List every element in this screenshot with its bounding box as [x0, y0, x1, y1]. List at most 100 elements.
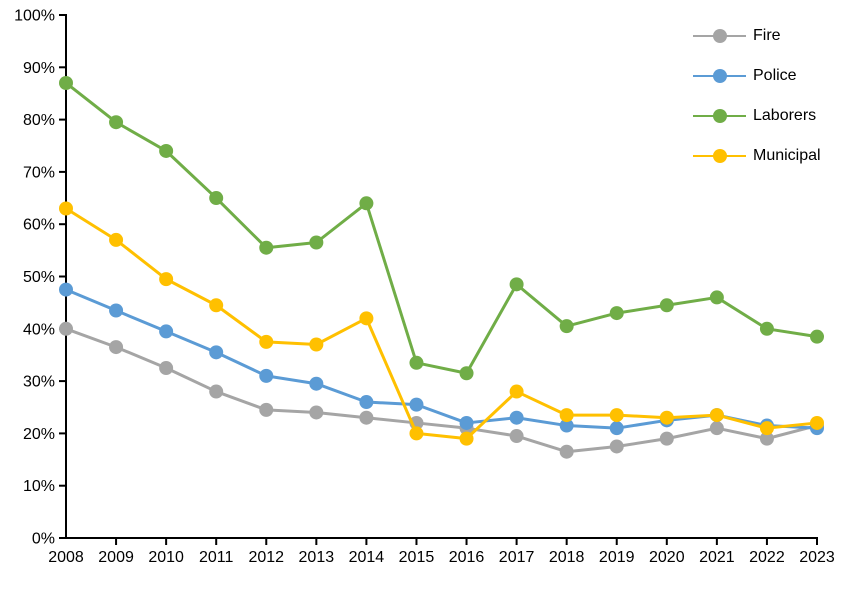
data-point — [509, 410, 524, 425]
x-tick-label: 2015 — [399, 549, 435, 566]
data-point — [209, 191, 224, 206]
x-tick-label: 2023 — [799, 549, 835, 566]
laborers-line-marker-icon — [693, 108, 746, 124]
data-point — [359, 395, 374, 410]
x-tick-label: 2013 — [299, 549, 335, 566]
data-point — [309, 337, 324, 352]
data-point — [609, 306, 624, 321]
municipal-line-marker-icon — [693, 148, 746, 164]
x-tick-label: 2012 — [248, 549, 284, 566]
data-point — [609, 408, 624, 423]
data-point — [209, 345, 224, 360]
data-point — [559, 418, 574, 433]
legend-item-police: Police — [693, 68, 821, 84]
x-tick-label: 2021 — [699, 549, 735, 566]
data-point — [259, 240, 274, 255]
x-tick-label: 2008 — [48, 549, 84, 566]
data-point — [209, 298, 224, 313]
x-tick-label: 2017 — [499, 549, 535, 566]
data-point — [409, 355, 424, 370]
y-axis: 0% 10% 20% 30% 40% 50% 60% 70% 80% 90% 100% — [14, 8, 67, 548]
data-point — [659, 431, 674, 446]
data-point — [659, 298, 674, 313]
series-municipal — [59, 201, 824, 446]
data-point — [309, 376, 324, 391]
data-point — [709, 421, 724, 436]
legend-label-laborers: Laborers — [753, 107, 817, 124]
data-point — [609, 439, 624, 454]
y-tick-label: 10% — [23, 478, 55, 495]
data-point — [759, 421, 774, 436]
y-tick-label: 90% — [23, 60, 55, 77]
x-tick-label: 2018 — [549, 549, 585, 566]
legend-label-police: Police — [753, 67, 797, 84]
data-point — [709, 408, 724, 423]
legend-label-municipal: Municipal — [753, 147, 821, 164]
data-point — [459, 366, 474, 381]
data-point — [109, 115, 124, 130]
data-point — [309, 405, 324, 420]
x-tick-label: 2014 — [349, 549, 385, 566]
data-point — [209, 384, 224, 399]
series-fire — [59, 321, 824, 459]
y-tick-label: 80% — [23, 112, 55, 129]
data-point — [759, 431, 774, 446]
y-tick-label: 50% — [23, 269, 55, 286]
x-tick-label: 2010 — [148, 549, 184, 566]
data-point — [309, 235, 324, 250]
data-point — [759, 321, 774, 336]
x-tick-label: 2011 — [199, 549, 234, 566]
data-point — [709, 290, 724, 305]
data-point — [609, 421, 624, 436]
data-point — [259, 334, 274, 349]
police-line-marker-icon — [693, 68, 746, 84]
data-point — [159, 143, 174, 158]
x-tick-label: 2022 — [749, 549, 785, 566]
data-point — [259, 368, 274, 383]
x-axis: 2008 2009 2010 2011 2012 2013 2014 2015 2016 2017… — [48, 537, 835, 566]
x-tick-label: 2020 — [649, 549, 685, 566]
legend-item-laborers: Laborers — [693, 108, 821, 124]
data-point — [409, 426, 424, 441]
x-tick-label: 2019 — [599, 549, 635, 566]
data-point — [659, 410, 674, 425]
data-point — [810, 415, 824, 430]
chart-legend: Fire Police Laborers Municipal — [693, 28, 821, 164]
data-point — [159, 272, 174, 287]
data-point — [459, 431, 474, 446]
y-tick-label: 30% — [23, 374, 55, 391]
data-point — [109, 340, 124, 355]
data-point — [259, 402, 274, 417]
data-point — [409, 397, 424, 412]
data-point — [359, 196, 374, 211]
data-point — [109, 303, 124, 318]
data-point — [59, 75, 73, 90]
data-point — [559, 319, 574, 334]
data-point — [59, 282, 73, 297]
data-point — [59, 201, 73, 216]
y-tick-label: 0% — [32, 531, 55, 548]
y-tick-label: 60% — [23, 217, 55, 234]
data-point — [159, 361, 174, 376]
data-point — [159, 324, 174, 339]
x-tick-label: 2016 — [449, 549, 485, 566]
y-tick-label: 100% — [14, 8, 55, 25]
y-tick-label: 20% — [23, 426, 55, 443]
data-point — [109, 232, 124, 247]
series-police — [59, 282, 824, 436]
data-point — [509, 384, 524, 399]
series-laborers — [59, 75, 824, 381]
data-point — [559, 444, 574, 459]
data-point — [509, 429, 524, 444]
legend-item-municipal: Municipal — [693, 148, 821, 164]
x-tick-label: 2009 — [98, 549, 134, 566]
data-point — [359, 311, 374, 326]
fire-line-marker-icon — [693, 28, 746, 44]
legend-item-fire: Fire — [693, 28, 821, 44]
legend-label-fire: Fire — [753, 27, 781, 44]
data-point — [810, 329, 824, 344]
data-point — [459, 415, 474, 430]
y-tick-label: 70% — [23, 164, 55, 181]
